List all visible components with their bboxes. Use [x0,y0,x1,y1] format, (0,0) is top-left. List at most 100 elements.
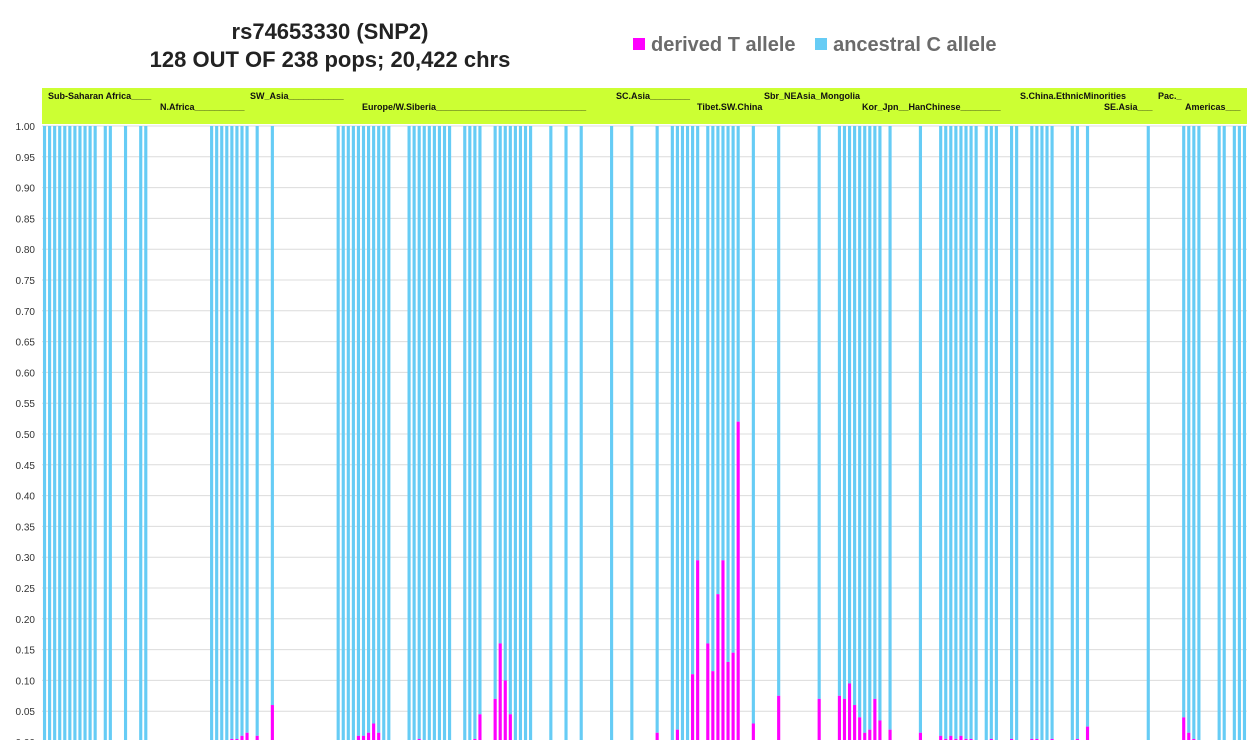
bar-derived [939,736,942,740]
bar-ancestral [686,126,689,740]
bar-ancestral [342,126,345,740]
bar-ancestral [959,126,962,736]
y-tick-label: 0.30 [16,553,36,564]
region-label: Kor_Jpn__HanChinese________ [862,102,1002,112]
bar-ancestral [438,126,441,740]
bar-ancestral [43,126,46,740]
y-tick-label: 0.75 [16,276,36,287]
bar-ancestral [696,126,699,560]
bar-ancestral [630,126,633,740]
bar-ancestral [716,126,719,594]
bar-derived [873,699,876,740]
y-tick-label: 0.05 [16,707,36,718]
y-tick-label: 0.90 [16,184,36,195]
bar-ancestral [1187,126,1190,733]
bar-ancestral [888,126,891,730]
y-tick-label: 0.55 [16,399,36,410]
bar-ancestral [975,126,978,740]
region-label: SE.Asia___ [1104,102,1154,112]
bar-ancestral [1051,126,1054,739]
bar-ancestral [1040,126,1043,740]
bar-ancestral [777,126,780,696]
bar-ancestral [499,126,502,643]
bar-ancestral [58,126,61,740]
bar-derived [863,733,866,740]
bar-ancestral [256,126,259,736]
bar-ancestral [681,126,684,740]
bar-ancestral [985,126,988,740]
bar-ancestral [245,126,248,733]
bar-ancestral [387,126,390,740]
region-label: Sbr_NEAsia_Mongolia [764,91,861,101]
bar-derived [949,736,952,740]
bar-derived [676,730,679,740]
y-tick-label: 0.50 [16,430,36,441]
bar-ancestral [1243,126,1246,740]
y-tick-label: 0.35 [16,522,36,533]
bar-ancestral [1010,126,1013,739]
bar-ancestral [124,126,127,740]
bar-ancestral [235,126,238,739]
bar-ancestral [691,126,694,674]
bar-derived [726,662,729,740]
bar-ancestral [737,126,740,422]
bar-ancestral [1086,126,1089,727]
bar-derived [818,699,821,740]
bar-ancestral [104,126,107,740]
y-tick-label: 0.20 [16,615,36,626]
y-tick-label: 0.85 [16,214,36,225]
bar-ancestral [519,126,522,740]
bar-derived [245,733,248,740]
bar-derived [271,705,274,740]
y-tick-label: 0.65 [16,338,36,349]
bar-ancestral [1182,126,1185,717]
bar-derived [362,736,365,740]
bar-ancestral [78,126,81,740]
bar-ancestral [109,126,112,740]
bar-ancestral [433,126,436,740]
bar-ancestral [362,126,365,736]
bar-ancestral [53,126,56,740]
y-tick-label: 0.80 [16,245,36,256]
bar-ancestral [377,126,380,733]
bar-ancestral [868,126,871,730]
bar-derived [868,730,871,740]
bar-ancestral [357,126,360,736]
bar-ancestral [853,126,856,705]
bar-ancestral [752,126,755,724]
bar-derived [843,699,846,740]
bar-ancestral [1223,126,1226,740]
region-label: Tibet.SW.China [697,102,763,112]
bar-ancestral [990,126,993,739]
bar-ancestral [352,126,355,740]
bar-ancestral [949,126,952,736]
bar-ancestral [240,126,243,736]
bar-ancestral [347,126,350,740]
bar-derived [691,674,694,740]
bar-ancestral [1197,126,1200,740]
bar-ancestral [732,126,735,653]
region-label: Americas___ [1185,102,1242,112]
bar-ancestral [1071,126,1074,740]
bar-derived [858,717,861,740]
bar-ancestral [1147,126,1150,740]
bar-ancestral [676,126,679,730]
bar-derived [777,696,780,740]
bar-ancestral [1030,126,1033,739]
bar-derived [752,724,755,740]
bar-ancestral [407,126,410,740]
bar-derived [959,736,962,740]
bar-ancestral [580,126,583,740]
bar-ancestral [954,126,957,739]
bar-ancestral [428,126,431,740]
bar-ancestral [509,126,512,714]
bar-derived [737,422,740,740]
bar-ancestral [858,126,861,717]
region-label: S.China.EthnicMinorities [1020,91,1126,101]
bar-derived [888,730,891,740]
bar-ancestral [230,126,233,739]
bar-derived [499,643,502,740]
bar-ancestral [1076,126,1079,739]
y-tick-label: 0.40 [16,492,36,503]
